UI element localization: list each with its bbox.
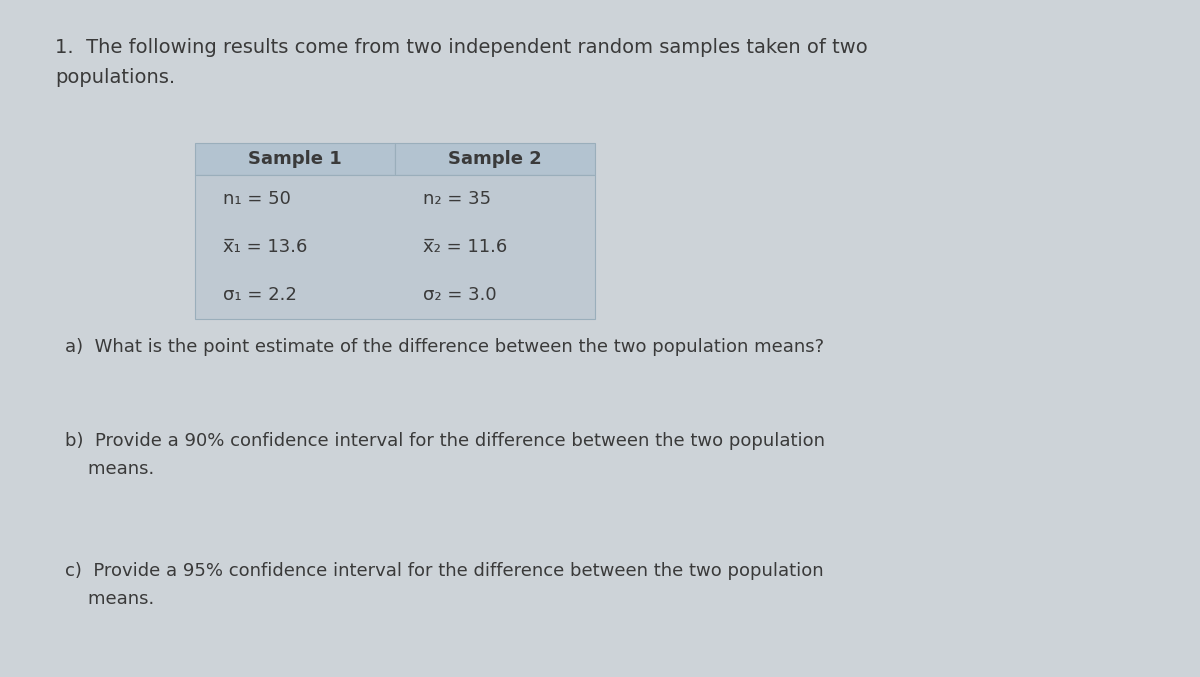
FancyBboxPatch shape (395, 143, 595, 175)
FancyBboxPatch shape (194, 143, 395, 175)
Text: n₁ = 50: n₁ = 50 (223, 190, 290, 208)
Text: σ₁ = 2.2: σ₁ = 2.2 (223, 286, 296, 304)
Text: σ₂ = 3.0: σ₂ = 3.0 (424, 286, 497, 304)
Text: means.: means. (65, 590, 155, 608)
Text: Sample 1: Sample 1 (248, 150, 342, 168)
Text: Sample 2: Sample 2 (448, 150, 542, 168)
Text: n₂ = 35: n₂ = 35 (424, 190, 491, 208)
Text: means.: means. (65, 460, 155, 478)
Text: populations.: populations. (55, 68, 175, 87)
Text: a)  What is the point estimate of the difference between the two population mean: a) What is the point estimate of the dif… (65, 338, 824, 356)
Text: x̅₂ = 11.6: x̅₂ = 11.6 (424, 238, 508, 256)
Text: c)  Provide a 95% confidence interval for the difference between the two populat: c) Provide a 95% confidence interval for… (65, 562, 823, 580)
Text: x̅₁ = 13.6: x̅₁ = 13.6 (223, 238, 307, 256)
FancyBboxPatch shape (194, 175, 595, 319)
Text: b)  Provide a 90% confidence interval for the difference between the two populat: b) Provide a 90% confidence interval for… (65, 432, 826, 450)
Text: 1.  The following results come from two independent random samples taken of two: 1. The following results come from two i… (55, 38, 868, 57)
